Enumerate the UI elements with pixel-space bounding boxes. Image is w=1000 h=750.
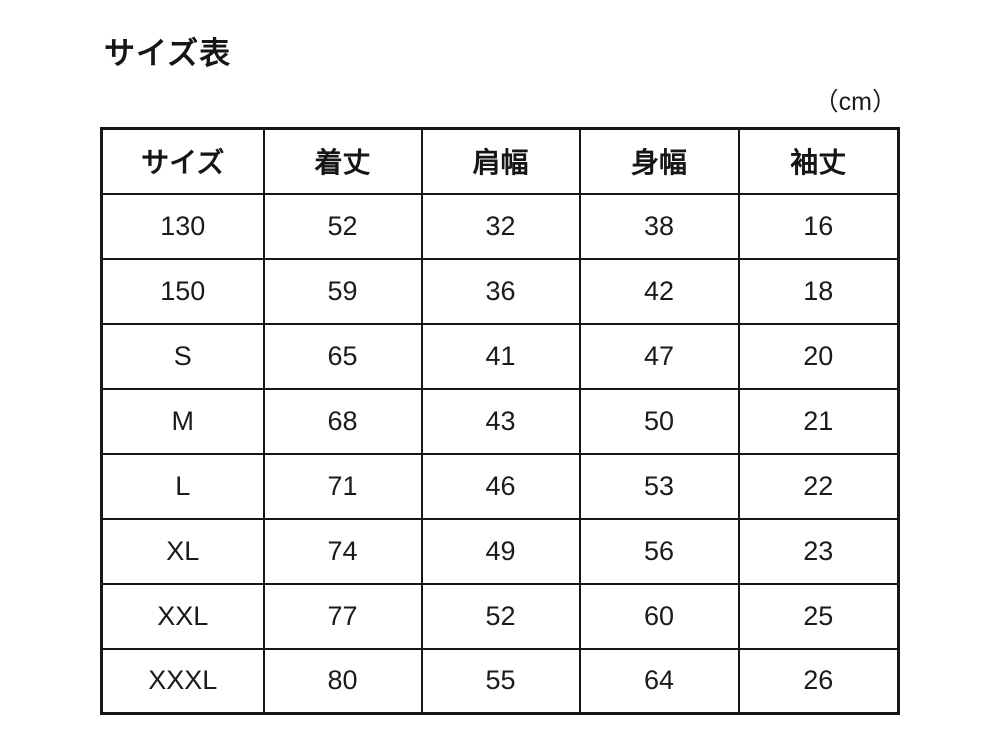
table-row-m: M 68 43 50 21 xyxy=(100,387,900,455)
value-cell: 52 xyxy=(420,582,581,650)
column-header-sleeve-length: 袖丈 xyxy=(737,127,900,195)
size-cell: XL xyxy=(100,517,265,585)
value-cell: 50 xyxy=(578,387,740,455)
table-row-s: S 65 41 47 20 xyxy=(100,322,900,390)
value-cell: 68 xyxy=(262,387,423,455)
value-cell: 56 xyxy=(578,517,740,585)
value-cell: 55 xyxy=(420,647,581,715)
value-cell: 71 xyxy=(262,452,423,520)
value-cell: 36 xyxy=(420,257,581,325)
table-row-xxl: XXL 77 52 60 25 xyxy=(100,582,900,650)
size-cell: S xyxy=(100,322,265,390)
column-header-shoulder-width: 肩幅 xyxy=(420,127,581,195)
value-cell: 65 xyxy=(262,322,423,390)
value-cell: 52 xyxy=(262,192,423,260)
value-cell: 23 xyxy=(737,517,900,585)
value-cell: 32 xyxy=(420,192,581,260)
size-cell: M xyxy=(100,387,265,455)
value-cell: 60 xyxy=(578,582,740,650)
value-cell: 80 xyxy=(262,647,423,715)
value-cell: 47 xyxy=(578,322,740,390)
value-cell: 16 xyxy=(737,192,900,260)
column-header-size: サイズ xyxy=(100,127,265,195)
table-row-l: L 71 46 53 22 xyxy=(100,452,900,520)
column-header-body-width: 身幅 xyxy=(578,127,740,195)
size-cell: XXXL xyxy=(100,647,265,715)
value-cell: 22 xyxy=(737,452,900,520)
table-row-xl: XL 74 49 56 23 xyxy=(100,517,900,585)
value-cell: 38 xyxy=(578,192,740,260)
value-cell: 41 xyxy=(420,322,581,390)
value-cell: 42 xyxy=(578,257,740,325)
size-table: サイズ 着丈 肩幅 身幅 袖丈 130 52 32 38 16 150 59 3… xyxy=(100,127,900,715)
value-cell: 25 xyxy=(737,582,900,650)
page-title: サイズ表 xyxy=(104,36,232,71)
value-cell: 77 xyxy=(262,582,423,650)
value-cell: 43 xyxy=(420,387,581,455)
value-cell: 49 xyxy=(420,517,581,585)
table-header-row: サイズ 着丈 肩幅 身幅 袖丈 xyxy=(100,127,900,195)
size-cell: 150 xyxy=(100,257,265,325)
table-row-150: 150 59 36 42 18 xyxy=(100,257,900,325)
value-cell: 46 xyxy=(420,452,581,520)
table-row-xxxl: XXXL 80 55 64 26 xyxy=(100,647,900,715)
value-cell: 20 xyxy=(737,322,900,390)
size-cell: L xyxy=(100,452,265,520)
value-cell: 26 xyxy=(737,647,900,715)
value-cell: 64 xyxy=(578,647,740,715)
value-cell: 74 xyxy=(262,517,423,585)
size-cell: 130 xyxy=(100,192,265,260)
value-cell: 59 xyxy=(262,257,423,325)
table-row-130: 130 52 32 38 16 xyxy=(100,192,900,260)
value-cell: 18 xyxy=(737,257,900,325)
value-cell: 53 xyxy=(578,452,740,520)
unit-label: （cm） xyxy=(813,88,897,116)
column-header-body-length: 着丈 xyxy=(262,127,423,195)
size-cell: XXL xyxy=(100,582,265,650)
value-cell: 21 xyxy=(737,387,900,455)
